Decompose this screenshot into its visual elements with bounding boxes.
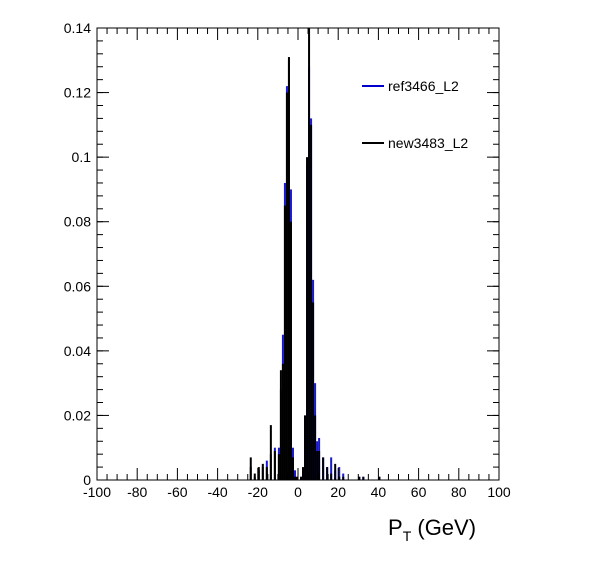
bar-new3483_L2-12 <box>287 57 290 481</box>
x-tick-label-9: 80 <box>451 484 467 500</box>
bar-new3483_L2-22 <box>308 28 311 480</box>
bar-new3483_L2-3 <box>261 463 264 480</box>
legend: ref3466_L2 new3483_L2 <box>355 60 485 170</box>
legend-label-new: new3483_L2 <box>388 135 468 151</box>
bar-new3483_L2-14 <box>291 457 294 480</box>
y-tick-label-0: 0 <box>83 472 91 488</box>
y-tick-label-2: 0.04 <box>64 343 91 359</box>
x-axis-title-unit: (GeV) <box>411 515 476 540</box>
x-tick-label-5: 0 <box>294 484 302 500</box>
x-tick-label-8: 60 <box>411 484 427 500</box>
x-tick-label-7: 40 <box>371 484 387 500</box>
x-axis-title: PT (GeV) <box>388 515 476 544</box>
series-layer <box>249 28 381 481</box>
bar-new3483_L2-5 <box>269 425 272 480</box>
bar-new3483_L2-30 <box>330 473 333 480</box>
bar-new3483_L2-2 <box>257 467 260 480</box>
bar-new3483_L2-6 <box>273 450 276 480</box>
bar-new3483_L2-8 <box>279 370 282 480</box>
x-tick-label-6: 20 <box>330 484 346 500</box>
y-tick-label-5: 0.1 <box>72 149 92 165</box>
bar-new3483_L2-1 <box>253 473 256 480</box>
x-tick-label-2: -60 <box>167 484 187 500</box>
y-tick-label-6: 0.12 <box>64 85 91 101</box>
bar-new3483_L2-16 <box>295 476 298 480</box>
x-tick-label-3: -40 <box>207 484 227 500</box>
ticks-layer: -100 -80 -60 -40 -20 0 20 40 60 80 100 0 0.02 0.04 0.0… <box>64 20 511 500</box>
x-axis-title-sub: T <box>403 528 412 544</box>
legend-label-ref: ref3466_L2 <box>388 78 459 94</box>
bar-new3483_L2-9 <box>281 363 284 480</box>
bar-new3483_L2-0 <box>249 457 252 480</box>
bar-new3483_L2-23 <box>310 124 313 480</box>
bar-new3483_L2-32 <box>338 476 341 480</box>
bar-new3483_L2-33 <box>342 476 345 480</box>
series-new3483_L2 <box>249 28 381 481</box>
bar-new3483_L2-25 <box>314 415 317 480</box>
bar-new3483_L2-18 <box>300 476 303 480</box>
x-axis-title-main: P <box>388 515 403 540</box>
bar-new3483_L2-13 <box>289 221 292 480</box>
bar-new3483_L2-26 <box>316 450 319 480</box>
bar-new3483_L2-35 <box>362 476 365 480</box>
y-tick-label-1: 0.02 <box>64 407 91 423</box>
x-tick-label-0: -100 <box>83 484 111 500</box>
bar-new3483_L2-27 <box>318 450 321 480</box>
bar-ref3466_L2-32 <box>338 467 341 480</box>
bar-new3483_L2-19 <box>302 467 305 480</box>
bar-new3483_L2-15 <box>293 476 296 480</box>
legend-box <box>355 60 485 170</box>
bar-new3483_L2-24 <box>312 302 315 480</box>
x-tick-label-10: 100 <box>487 484 511 500</box>
bar-ref3466_L2-30 <box>330 457 333 480</box>
bar-new3483_L2-29 <box>326 467 329 480</box>
x-tick-label-4: -20 <box>248 484 268 500</box>
y-tick-label-3: 0.06 <box>64 278 91 294</box>
bar-new3483_L2-36 <box>378 476 381 480</box>
x-tick-label-1: -80 <box>127 484 147 500</box>
bar-new3483_L2-11 <box>285 92 288 481</box>
bar-new3483_L2-10 <box>283 205 286 481</box>
y-tick-label-4: 0.08 <box>64 214 91 230</box>
y-tick-label-7: 0.14 <box>64 20 91 36</box>
bar-new3483_L2-4 <box>265 467 268 480</box>
bar-new3483_L2-7 <box>277 454 280 480</box>
bar-ref3466_L2-15 <box>293 470 296 480</box>
bar-new3483_L2-20 <box>304 415 307 480</box>
bar-new3483_L2-21 <box>306 157 309 480</box>
bar-new3483_L2-28 <box>322 457 325 480</box>
bar-new3483_L2-31 <box>334 463 337 480</box>
bar-new3483_L2-34 <box>358 476 361 480</box>
